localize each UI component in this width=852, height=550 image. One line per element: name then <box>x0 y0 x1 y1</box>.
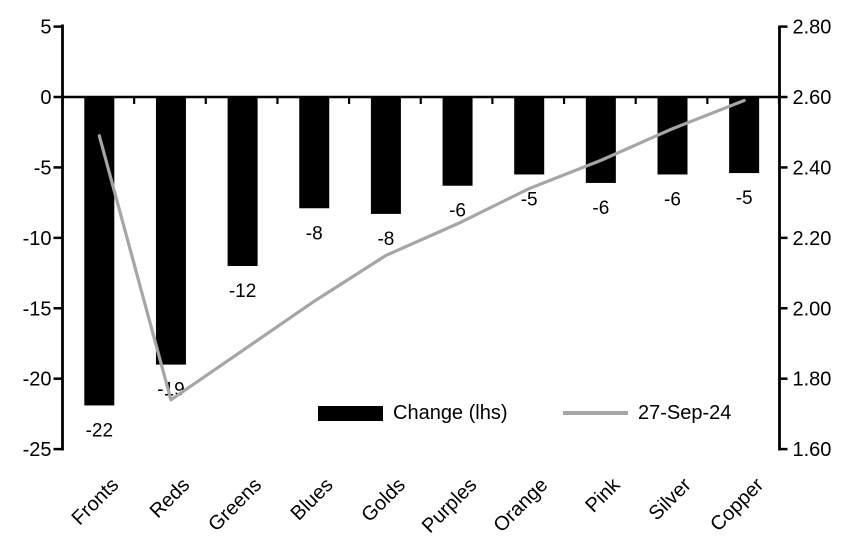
left-axis-label: -25 <box>23 439 52 461</box>
bar-purples <box>442 97 473 186</box>
bar-copper <box>729 97 760 174</box>
bar-golds <box>370 97 401 214</box>
left-axis-label: 5 <box>40 17 51 39</box>
right-axis-label: 2.40 <box>793 157 832 179</box>
legend-item-date: 27-Sep-24 <box>563 401 731 425</box>
bar-value-label-copper: -5 <box>736 188 753 209</box>
right-axis-label: 2.80 <box>793 17 832 39</box>
right-axis-label: 2.60 <box>793 87 832 109</box>
legend-line-swatch <box>563 411 628 415</box>
bar-pink <box>585 97 616 183</box>
left-axis-label: -15 <box>23 298 52 320</box>
bar-value-label-silver: -6 <box>664 189 681 210</box>
right-axis-label: 1.60 <box>793 439 832 461</box>
legend-label-change: Change (lhs) <box>393 401 508 424</box>
legend-label-date: 27-Sep-24 <box>638 401 732 424</box>
bar-orange <box>514 97 545 175</box>
bar-value-label-fronts: -22 <box>86 420 113 441</box>
legend-bar-swatch <box>318 405 383 421</box>
right-axis-label: 2.20 <box>793 228 832 250</box>
line-series-27-sep-24 <box>97 98 746 402</box>
left-axis-label: -10 <box>23 228 52 250</box>
bar-reds <box>155 97 186 365</box>
bar-value-label-golds: -8 <box>377 229 394 250</box>
right-axis-label: 2.00 <box>793 298 832 320</box>
bar-value-label-pink: -6 <box>592 198 609 219</box>
legend-item-change: Change (lhs) <box>318 401 508 425</box>
right-axis-label: 1.80 <box>793 369 832 391</box>
bar-silver <box>657 97 688 175</box>
bar-value-label-orange: -5 <box>521 189 538 210</box>
bar-greens <box>227 97 258 267</box>
bar-value-label-purples: -6 <box>449 201 466 222</box>
left-axis-label: -20 <box>23 369 52 391</box>
left-axis-label: -5 <box>34 157 52 179</box>
left-axis-label: 0 <box>40 87 51 109</box>
bar-value-label-blues: -8 <box>306 223 323 244</box>
bar-value-label-greens: -12 <box>229 281 256 302</box>
bar-fronts <box>84 97 115 406</box>
bar-blues <box>299 97 330 209</box>
